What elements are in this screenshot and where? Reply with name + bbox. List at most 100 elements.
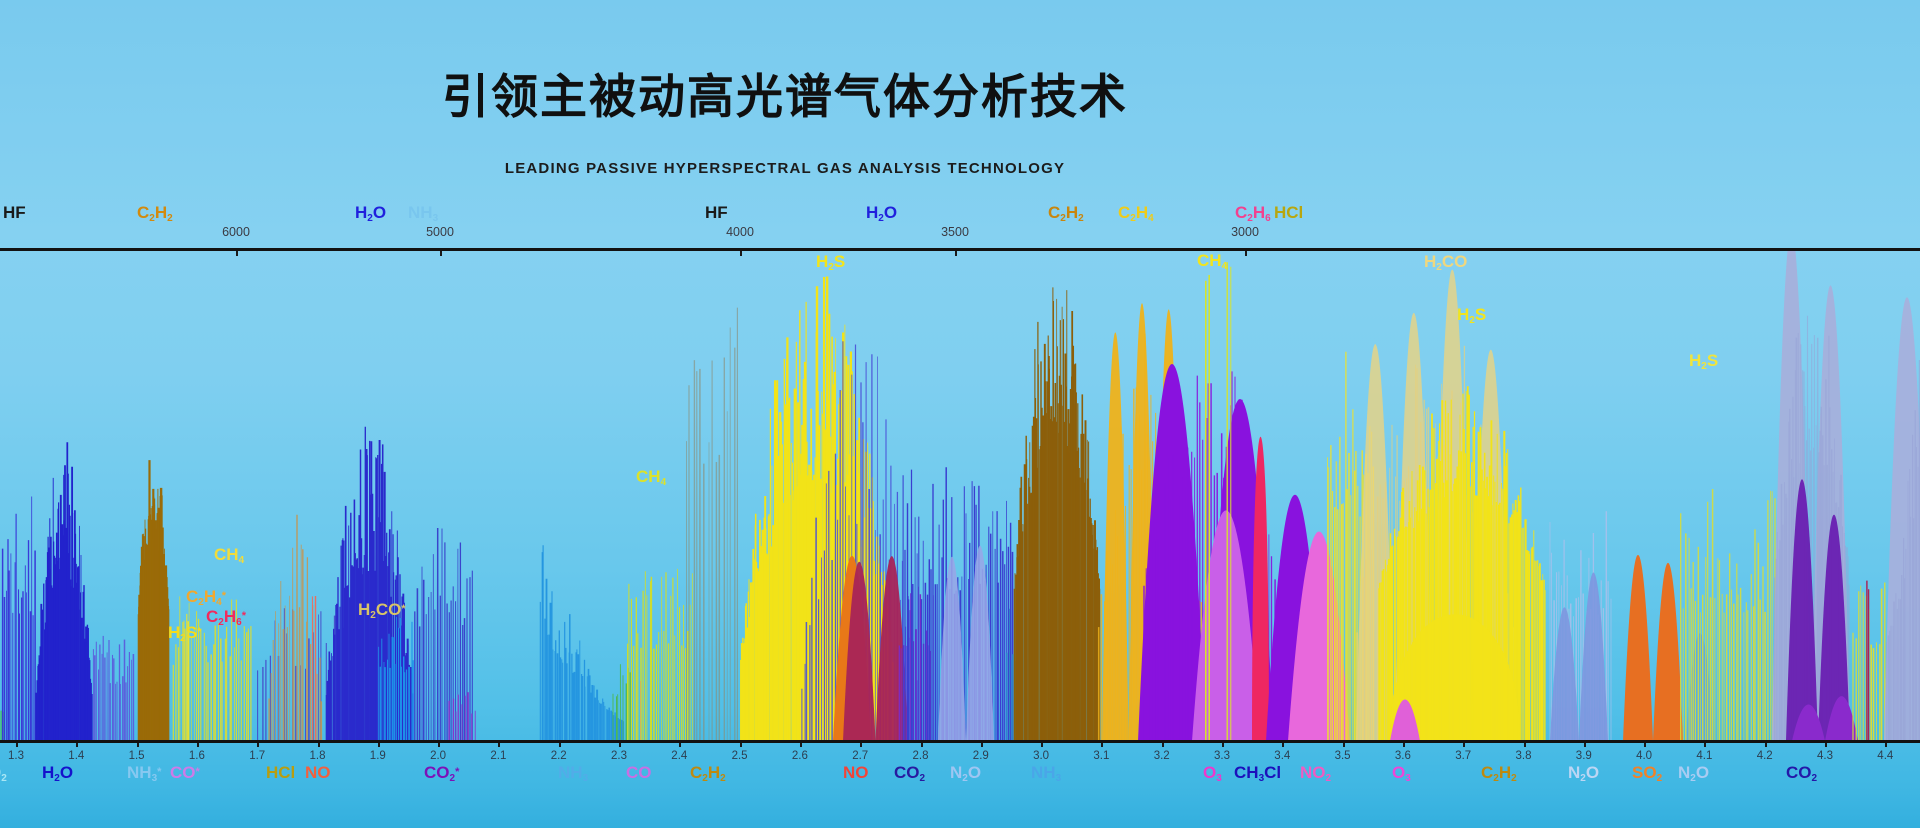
bottom-molecule-label: CO2	[894, 763, 926, 784]
wavenumber-tick-label: 3500	[941, 225, 969, 239]
bottom-molecule-label: O3	[1392, 763, 1411, 784]
plot-molecule-label: H2S*	[168, 623, 202, 644]
wavelength-tick-mark	[1402, 743, 1405, 747]
wavelength-tick-mark	[136, 743, 139, 747]
wavelength-tick-label: 3.2	[1153, 750, 1170, 762]
wavelength-tick-mark	[619, 743, 621, 747]
wavelength-tick-mark	[1463, 743, 1466, 747]
bottom-molecule-label: N2O	[1568, 763, 1600, 784]
wavelength-tick-mark	[739, 743, 742, 747]
bottom-molecule-label: CO*	[170, 763, 200, 782]
bottom-molecule-label: H2O	[42, 763, 74, 784]
wavelength-tick-label: 2.4	[671, 750, 688, 762]
wavenumber-tick-label: 6000	[222, 225, 250, 239]
spectral-band	[1550, 572, 1608, 741]
spectral-band	[1886, 360, 1920, 741]
plot-molecule-label: CH4	[214, 545, 245, 566]
bottom-molecule-label: SO2	[1632, 763, 1663, 784]
spectral-band	[1866, 580, 1870, 741]
top-axis-line	[0, 248, 1920, 251]
wavelength-tick-label: 3.0	[1033, 750, 1050, 762]
wavelength-tick-label: 1.4	[68, 750, 85, 762]
wavelength-tick-label: 2.3	[611, 750, 627, 762]
plot-molecule-label: C2H4*	[186, 587, 226, 608]
wavelength-tick-mark	[1583, 743, 1586, 747]
plot-molecule-label: CH4	[636, 467, 667, 488]
bottom-molecule-label: NO2	[1300, 763, 1332, 784]
bottom-molecule-label: CO2	[1786, 763, 1818, 784]
top-molecule-label: HCl	[1274, 203, 1304, 222]
spectral-band	[1, 496, 36, 741]
spectral-band	[1623, 554, 1683, 741]
top-molecule-label: H2O	[355, 203, 387, 224]
wavelength-tick-label: 2.0	[430, 750, 447, 762]
wavelength-tick-mark	[1282, 743, 1285, 747]
wavelength-tick-mark	[16, 743, 18, 747]
plot-molecule-label: H2S	[816, 252, 846, 273]
bottom-molecule-label: NO	[305, 763, 331, 782]
wavelength-tick-label: 3.5	[1334, 750, 1351, 762]
wavelength-tick-label: 2.8	[912, 750, 929, 762]
spectral-band	[325, 426, 414, 741]
wavelength-tick-mark	[196, 743, 199, 747]
plot-molecule-label: H2CO*	[358, 600, 406, 621]
wavelength-tick-mark	[860, 743, 863, 747]
wavelength-tick-label: 2.2	[550, 750, 567, 762]
top-molecule-label: H2O	[866, 203, 898, 224]
bottom-axis-line	[0, 740, 1920, 743]
spectral-band	[35, 442, 93, 741]
wavelength-tick-mark	[377, 743, 380, 747]
wavenumber-tick-mark	[955, 251, 957, 256]
plot-molecule-label: H2CO	[1424, 252, 1468, 273]
wavelength-tick-label: 3.1	[1093, 750, 1110, 762]
wavenumber-tick-mark	[440, 251, 442, 256]
wavelength-tick-label: 1.7	[249, 750, 266, 762]
wavelength-tick-mark	[1101, 743, 1104, 747]
spectral-band	[448, 692, 476, 741]
wavelength-tick-label: 1.3	[8, 750, 24, 762]
wavelength-tick-mark	[257, 743, 260, 747]
spectral-band	[1390, 614, 1520, 741]
wavelength-tick-mark	[498, 743, 501, 747]
wavelength-tick-label: 2.5	[731, 750, 748, 762]
wavelength-tick-mark	[76, 743, 79, 747]
spectral-band	[414, 528, 473, 741]
spectral-band	[627, 568, 693, 741]
wavelength-tick-mark	[558, 743, 561, 747]
page-title: 引领主被动高光谱气体分析技术	[442, 70, 1128, 123]
wavelength-tick-label: 2.1	[490, 750, 507, 762]
wavelength-tick-mark	[679, 743, 682, 747]
wavelength-tick-mark	[1523, 743, 1526, 747]
wavelength-tick-label: 4.4	[1877, 750, 1894, 762]
bottom-molecule-label: N2O	[1678, 763, 1710, 784]
wavenumber-tick-label: 4000	[726, 225, 754, 239]
wavelength-tick-mark	[1885, 743, 1888, 747]
wavelength-tick-label: 3.4	[1274, 750, 1291, 762]
spectral-band	[1226, 262, 1232, 741]
plot-molecule-label: C2H6*	[206, 607, 246, 628]
wavelength-tick-label: 1.6	[188, 750, 205, 762]
bottom-molecule-label: NH3	[1031, 763, 1062, 784]
spectral-band	[378, 616, 414, 741]
wavelength-tick-label: 1.5	[128, 750, 145, 762]
spectral-band	[183, 613, 189, 741]
bottom-molecule-label: NH3*	[127, 763, 162, 784]
wavelength-tick-mark	[1222, 743, 1224, 747]
wavelength-tick-mark	[1161, 743, 1164, 747]
wavelength-tick-label: 2.6	[791, 750, 808, 762]
wavenumber-tick-mark	[1245, 251, 1247, 256]
wavelength-tick-label: 1.9	[369, 750, 386, 762]
wavelength-tick-label: 4.1	[1696, 750, 1713, 762]
spectral-band	[938, 545, 994, 741]
bottom-molecule-label: NH3	[558, 763, 589, 784]
wavenumber-tick-label: 5000	[426, 225, 454, 239]
wavelength-tick-label: 4.0	[1636, 750, 1653, 762]
spectral-band	[1792, 696, 1858, 741]
spectral-band	[636, 681, 642, 741]
wavelength-tick-label: 3.9	[1575, 750, 1592, 762]
plot-molecule-label: CH4	[1197, 251, 1228, 272]
spectral-band	[1680, 489, 1776, 741]
page-subtitle: LEADING PASSIVE HYPERSPECTRAL GAS ANALYS…	[504, 160, 1066, 177]
bottom-molecule-label: O2	[0, 764, 7, 784]
